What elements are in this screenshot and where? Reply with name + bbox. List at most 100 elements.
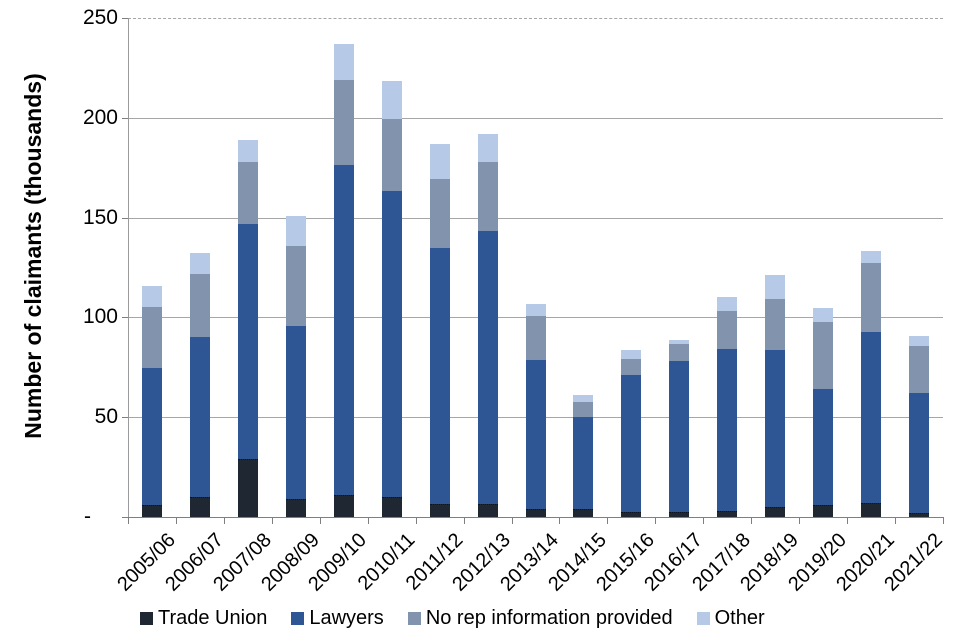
x-axis-tick: [703, 518, 704, 524]
bar-segment: [669, 344, 689, 362]
bar-segment: [717, 349, 737, 511]
legend-swatch: [291, 612, 305, 625]
gridline: [129, 218, 943, 219]
bar-segment: [765, 275, 785, 300]
bar-segment: [573, 402, 593, 418]
bar-segment: [526, 360, 546, 509]
bar-segment: [478, 230, 498, 504]
bar-segment: [621, 350, 641, 360]
bar-segment: [526, 316, 546, 361]
bar-segment: [238, 161, 258, 224]
legend-label: Lawyers: [309, 607, 384, 629]
bar-segment: [813, 322, 833, 390]
bar-segment: [238, 139, 258, 162]
y-tick-label: 150: [82, 206, 118, 229]
legend-label: Other: [714, 607, 765, 629]
bar-segment: [286, 245, 306, 327]
bar-segment: [286, 499, 306, 517]
y-axis-tick: [122, 18, 128, 19]
bar-segment: [382, 118, 402, 191]
y-tick-label: 50: [94, 405, 118, 428]
x-axis-tick: [272, 518, 273, 524]
x-axis-line: [128, 517, 944, 518]
legend-label: Trade Union: [158, 607, 268, 629]
x-axis-tick: [751, 518, 752, 524]
bar-segment: [765, 350, 785, 507]
legend-swatch: [696, 612, 710, 625]
bar-segment: [142, 286, 162, 308]
y-axis-line: [128, 18, 129, 517]
y-axis-tick: [122, 317, 128, 318]
bar-segment: [478, 133, 498, 162]
bar-segment: [430, 504, 450, 517]
y-axis-title: Number of claimants (thousands): [20, 73, 46, 439]
bar-segment: [765, 299, 785, 351]
bar-segment: [334, 79, 354, 165]
bar-segment: [573, 509, 593, 517]
legend-item: Other: [696, 607, 765, 630]
bar-segment: [430, 178, 450, 248]
bar-segment: [717, 511, 737, 517]
bar-segment: [573, 417, 593, 509]
y-tick-label: 100: [82, 305, 118, 328]
bar-segment: [669, 361, 689, 512]
x-axis-tick: [416, 518, 417, 524]
y-axis-tick: [122, 218, 128, 219]
bar-segment: [861, 503, 881, 517]
bar-segment: [430, 247, 450, 505]
bar-segment: [669, 340, 689, 345]
bar-segment: [286, 326, 306, 500]
x-axis-tick: [607, 518, 608, 524]
bar-segment: [142, 368, 162, 506]
x-axis-tick: [464, 518, 465, 524]
bar-segment: [813, 389, 833, 506]
bar-segment: [765, 507, 785, 517]
x-axis-tick: [176, 518, 177, 524]
x-axis-tick: [559, 518, 560, 524]
x-axis-tick: [847, 518, 848, 524]
legend-label: No rep information provided: [425, 607, 673, 629]
chart-legend: Trade Union Lawyers No rep information pro…: [140, 607, 765, 630]
bar-segment: [813, 308, 833, 323]
bar-segment: [334, 43, 354, 80]
bar-segment: [478, 504, 498, 517]
bar-segment: [909, 393, 929, 513]
bar-segment: [621, 359, 641, 376]
bar-segment: [142, 505, 162, 517]
x-axis-tick: [799, 518, 800, 524]
bar-segment: [861, 262, 881, 333]
bar-segment: [909, 346, 929, 394]
x-axis-tick: [943, 518, 944, 524]
bar-segment: [621, 375, 641, 512]
bar-segment: [861, 332, 881, 504]
bar-segment: [238, 223, 258, 460]
legend-swatch: [140, 612, 153, 625]
bar-segment: [526, 509, 546, 517]
bar-segment: [334, 164, 354, 496]
x-axis-tick: [368, 518, 369, 524]
bar-segment: [142, 307, 162, 369]
y-tick-label: -: [84, 505, 91, 528]
bar-segment: [909, 336, 929, 347]
bar-segment: [430, 143, 450, 179]
x-axis-tick: [895, 518, 896, 524]
bar-segment: [861, 250, 881, 263]
x-axis-tick: [512, 518, 513, 524]
gridline-top: [128, 18, 943, 19]
bar-segment: [621, 512, 641, 517]
y-tick-label: 250: [82, 6, 118, 29]
bar-segment: [190, 274, 210, 338]
bar-segment: [717, 297, 737, 312]
legend-item: Lawyers: [291, 607, 384, 630]
x-axis-tick: [128, 518, 129, 524]
bar-segment: [334, 495, 354, 517]
bar-segment: [573, 395, 593, 403]
legend-item: Trade Union: [140, 607, 267, 630]
bar-segment: [382, 497, 402, 517]
bar-segment: [909, 513, 929, 517]
bar-segment: [382, 80, 402, 119]
bar-segment: [717, 311, 737, 350]
bar-segment: [526, 304, 546, 317]
bar-segment: [190, 337, 210, 498]
